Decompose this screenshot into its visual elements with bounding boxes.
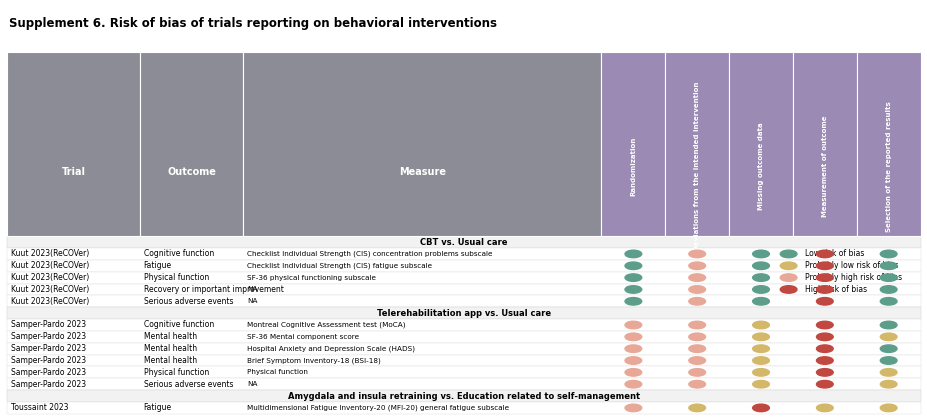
Text: Samper-Pardo 2023: Samper-Pardo 2023 bbox=[11, 321, 86, 329]
Text: Samper-Pardo 2023: Samper-Pardo 2023 bbox=[11, 356, 86, 365]
Text: SF-36 physical functioning subscale: SF-36 physical functioning subscale bbox=[247, 275, 375, 280]
Text: Samper-Pardo 2023: Samper-Pardo 2023 bbox=[11, 368, 86, 377]
Text: SF-36 Mental component score: SF-36 Mental component score bbox=[247, 334, 359, 340]
Text: Measurement of outcome: Measurement of outcome bbox=[821, 115, 827, 217]
Text: Cognitive function: Cognitive function bbox=[144, 321, 214, 329]
Text: Probably high risk of bias: Probably high risk of bias bbox=[805, 273, 901, 282]
Text: Kuut 2023(ReCOVer): Kuut 2023(ReCOVer) bbox=[11, 261, 89, 270]
Text: NA: NA bbox=[247, 298, 257, 304]
Text: NA: NA bbox=[247, 286, 257, 293]
Text: Samper-Pardo 2023: Samper-Pardo 2023 bbox=[11, 332, 86, 342]
Text: Kuut 2023(ReCOVer): Kuut 2023(ReCOVer) bbox=[11, 250, 89, 258]
Text: Telerehabilitation app vs. Usual care: Telerehabilitation app vs. Usual care bbox=[376, 308, 551, 318]
Text: Missing outcome data: Missing outcome data bbox=[757, 122, 763, 210]
Text: Kuut 2023(ReCOVer): Kuut 2023(ReCOVer) bbox=[11, 273, 89, 282]
Text: High risk of bias: High risk of bias bbox=[805, 285, 867, 294]
Text: Checklist Individual Strength (CIS) concentration problems subscale: Checklist Individual Strength (CIS) conc… bbox=[247, 251, 491, 257]
Text: Samper-Pardo 2023: Samper-Pardo 2023 bbox=[11, 344, 86, 353]
Text: CBT vs. Usual care: CBT vs. Usual care bbox=[420, 237, 507, 247]
Text: Trial: Trial bbox=[61, 167, 85, 177]
Text: Recovery or important improvement: Recovery or important improvement bbox=[144, 285, 284, 294]
Text: Kuut 2023(ReCOVer): Kuut 2023(ReCOVer) bbox=[11, 285, 89, 294]
Text: Deviations from the intended intervention: Deviations from the intended interventio… bbox=[693, 82, 700, 251]
Text: Fatigue: Fatigue bbox=[144, 261, 171, 270]
Text: Probably low risk of bias: Probably low risk of bias bbox=[805, 261, 897, 270]
Text: Cognitive function: Cognitive function bbox=[144, 250, 214, 258]
Text: Physical function: Physical function bbox=[247, 370, 308, 375]
Text: Physical function: Physical function bbox=[144, 368, 209, 377]
Text: Measure: Measure bbox=[399, 167, 445, 177]
Text: Multidimensional Fatigue Inventory-20 (MFI-20) general fatigue subscale: Multidimensional Fatigue Inventory-20 (M… bbox=[247, 405, 508, 411]
Text: Low risk of bias: Low risk of bias bbox=[805, 250, 864, 258]
Text: NA: NA bbox=[247, 381, 257, 387]
Text: Outcome: Outcome bbox=[167, 167, 216, 177]
Text: Serious adverse events: Serious adverse events bbox=[144, 380, 233, 389]
Text: Randomization: Randomization bbox=[629, 137, 636, 196]
Text: Toussaint 2023: Toussaint 2023 bbox=[11, 403, 69, 413]
Text: Mental health: Mental health bbox=[144, 356, 197, 365]
Text: Mental health: Mental health bbox=[144, 344, 197, 353]
Text: Montreal Cognitive Assessment test (MoCA): Montreal Cognitive Assessment test (MoCA… bbox=[247, 322, 405, 328]
Text: Amygdala and insula retraining vs. Education related to self-management: Amygdala and insula retraining vs. Educa… bbox=[287, 392, 640, 400]
Text: Hospital Anxiety and Depression Scale (HADS): Hospital Anxiety and Depression Scale (H… bbox=[247, 345, 414, 352]
Text: Checklist Individual Strength (CIS) fatigue subscale: Checklist Individual Strength (CIS) fati… bbox=[247, 263, 431, 269]
Text: Mental health: Mental health bbox=[144, 332, 197, 342]
Text: Selection of the reported results: Selection of the reported results bbox=[884, 101, 891, 232]
Text: Physical function: Physical function bbox=[144, 273, 209, 282]
Text: Serious adverse events: Serious adverse events bbox=[144, 297, 233, 306]
Text: Brief Symptom Inventory-18 (BSI-18): Brief Symptom Inventory-18 (BSI-18) bbox=[247, 357, 380, 364]
Text: Fatigue: Fatigue bbox=[144, 403, 171, 413]
Text: Samper-Pardo 2023: Samper-Pardo 2023 bbox=[11, 380, 86, 389]
Text: Kuut 2023(ReCOVer): Kuut 2023(ReCOVer) bbox=[11, 297, 89, 306]
Text: Supplement 6. Risk of bias of trials reporting on behavioral interventions: Supplement 6. Risk of bias of trials rep… bbox=[9, 17, 497, 30]
